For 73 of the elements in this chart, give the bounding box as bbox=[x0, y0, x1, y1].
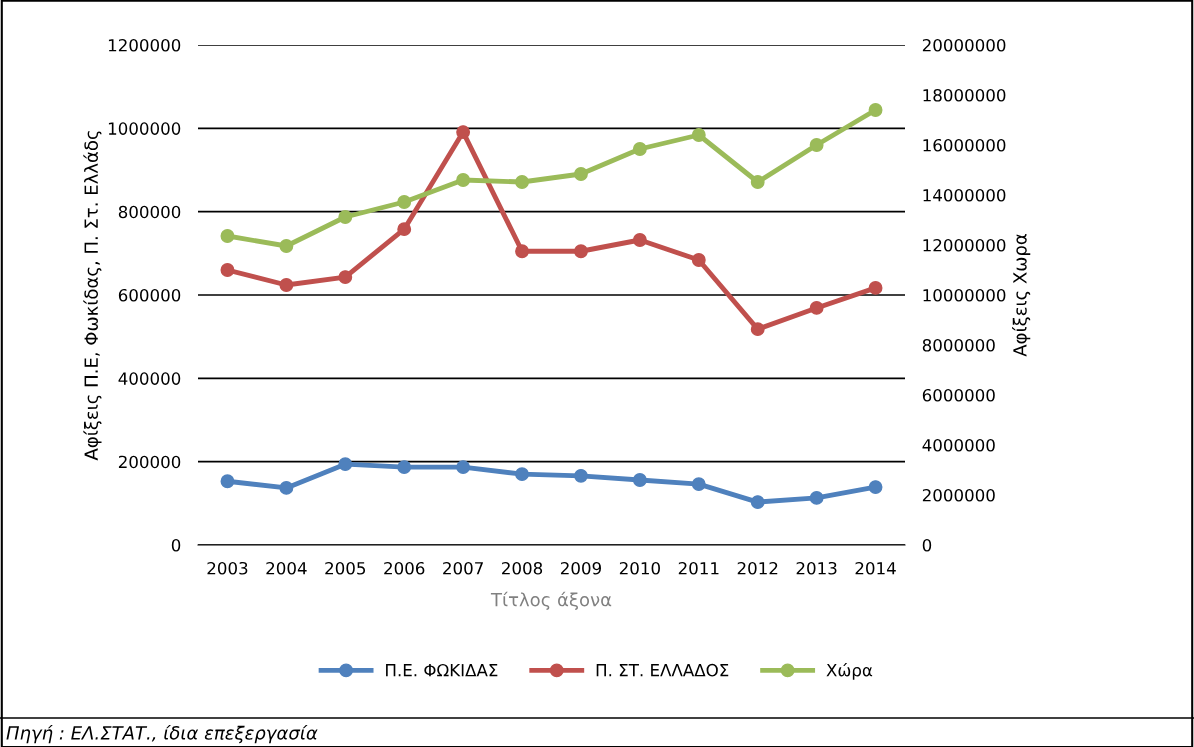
point bbox=[220, 474, 235, 489]
x-tick-label: 2010 bbox=[619, 561, 660, 575]
point bbox=[279, 278, 294, 292]
y2-tick-label: 16000000 bbox=[923, 138, 1006, 152]
x-tick-label: 2012 bbox=[737, 561, 778, 575]
y2-tick-label: 0 bbox=[922, 538, 932, 552]
point bbox=[632, 233, 647, 247]
x-tick-label: 2014 bbox=[855, 561, 896, 575]
x-tick-label: 2003 bbox=[207, 561, 248, 575]
y-tick-label: 800000 bbox=[118, 205, 181, 219]
y2-axis-title: Αφίξεις Χωρα bbox=[1012, 234, 1031, 357]
y2-tick-label: 18000000 bbox=[923, 88, 1006, 102]
y2-tick-label: 20000000 bbox=[922, 38, 1006, 52]
point bbox=[456, 125, 471, 140]
x-tick-label: 2008 bbox=[502, 561, 543, 575]
point bbox=[691, 477, 706, 492]
y-tick-label: 1000000 bbox=[108, 122, 181, 135]
point bbox=[750, 175, 765, 189]
x-tick-label: 2006 bbox=[384, 561, 425, 575]
legend-label: Π.Ε. ΦΩΚΙΔΑΣ bbox=[386, 663, 498, 677]
point bbox=[691, 128, 706, 142]
point bbox=[515, 467, 529, 482]
y2-tick-label: 6000000 bbox=[922, 388, 995, 402]
y-tick-label: 600000 bbox=[118, 288, 181, 302]
x-tick-label: 2007 bbox=[443, 561, 483, 575]
text: Πηγή : ΕΛ.ΣΤΑΤ., ίδια επεξεργασία bbox=[6, 725, 318, 744]
point bbox=[809, 138, 824, 152]
y2-tick-label: 8000000 bbox=[922, 338, 995, 352]
x-tick-label: 2013 bbox=[796, 561, 837, 575]
y2-tick-label: 14000000 bbox=[923, 188, 1006, 202]
point bbox=[338, 457, 353, 472]
point bbox=[456, 460, 471, 475]
point bbox=[868, 480, 883, 495]
point bbox=[632, 473, 647, 487]
point bbox=[515, 244, 529, 259]
point bbox=[397, 460, 412, 475]
point bbox=[456, 173, 471, 187]
point bbox=[279, 239, 294, 253]
legend-label: Χώρα bbox=[826, 662, 873, 680]
point bbox=[750, 322, 765, 337]
y2-tick-label: 2000000 bbox=[922, 488, 995, 502]
point bbox=[220, 229, 235, 243]
point bbox=[574, 167, 588, 181]
y2-tick-label: 10000000 bbox=[923, 288, 1006, 302]
y-tick-label: 400000 bbox=[118, 372, 181, 385]
legend-label: Π. ΣΤ. ΕΛΛΑΔΟΣ bbox=[596, 663, 729, 677]
point bbox=[632, 142, 647, 156]
point bbox=[868, 103, 883, 117]
y-tick-label: 1200000 bbox=[108, 38, 181, 52]
point bbox=[691, 253, 706, 267]
x-tick-label: 2004 bbox=[266, 561, 307, 575]
point bbox=[574, 468, 588, 483]
point bbox=[397, 222, 412, 237]
y2-tick-label: 4000000 bbox=[922, 438, 995, 452]
point bbox=[574, 244, 588, 259]
point bbox=[220, 263, 235, 277]
point bbox=[397, 195, 412, 209]
x-tick-label: 2009 bbox=[560, 561, 601, 575]
point bbox=[279, 480, 294, 495]
point bbox=[809, 300, 824, 315]
y-axis-title: Αφίξεις Π.Ε, Φωκίδας, Π. Στ. Ελλάδς bbox=[83, 131, 102, 461]
x-tick-label: 2011 bbox=[678, 561, 719, 575]
y2-tick-label: 12000000 bbox=[923, 238, 1006, 252]
point bbox=[750, 495, 765, 510]
point bbox=[515, 175, 529, 189]
point bbox=[868, 280, 883, 295]
point bbox=[338, 210, 353, 224]
y-tick-label: 0 bbox=[171, 538, 181, 552]
point bbox=[809, 490, 824, 505]
y-tick-label: 200000 bbox=[118, 455, 181, 469]
point bbox=[338, 270, 353, 285]
x-tick-label: 2005 bbox=[325, 561, 366, 575]
x-axis-title: Τίτλος άξονα bbox=[490, 591, 612, 610]
